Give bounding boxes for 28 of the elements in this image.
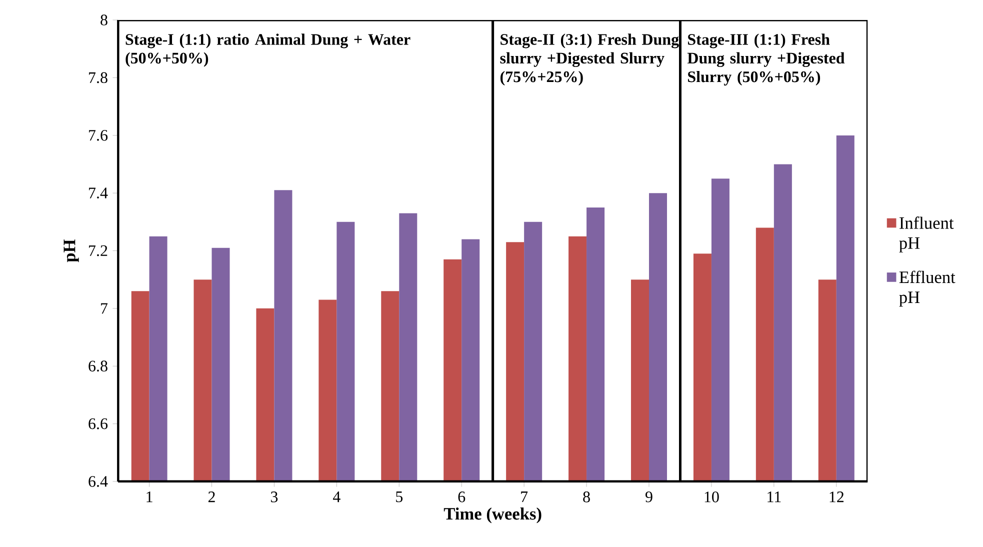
y-axis-title: pH [64,240,79,262]
y-tick-label: 7.4 [89,188,108,199]
x-axis-title: Time (weeks) [444,508,542,524]
legend-label: Influent pH [899,216,954,253]
annotation: Stage-III (1:1) Fresh Dung slurry +Digested Slurry (50%+05%) [687,34,845,86]
x-tick-label: 1 [146,492,152,502]
x-tick-label: 3 [270,492,278,502]
y-tick-label: 7.8 [89,72,108,84]
x-tick-label: 8 [583,492,590,502]
x-tick-label: 11 [768,492,781,502]
y-tick-label: 6.6 [88,418,108,430]
y-tick-label: 7.2 [89,245,108,256]
y-tick-label: 6.4 [88,476,108,487]
x-tick-label: 4 [332,492,340,502]
y-tick-label: 7 [101,303,108,314]
x-tick-label: 12 [830,492,844,502]
x-tick-label: 2 [208,492,215,502]
y-tick-label: 6.8 [88,360,108,372]
annotation: Stage-II (3:1) Fresh Dung slurry +Digested Slurry (75%+25%) [500,34,679,86]
x-tick-label: 10 [704,492,719,502]
x-tick-label: 7 [521,492,528,502]
x-tick-label: 5 [396,492,403,502]
x-tick-label: 6 [458,492,466,502]
annotation: Stage-I (1:1) ratio Animal Dung + Water (50%+50%) [126,34,410,67]
x-tick-label: 9 [646,492,652,502]
y-tick-label: 8 [100,14,108,26]
y-tick-label: 7.6 [89,130,108,141]
legend-label: Effluent pH [899,270,956,307]
